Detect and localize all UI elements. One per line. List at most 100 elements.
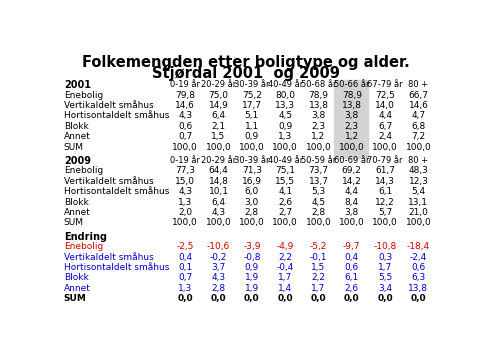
Text: 7,2: 7,2 bbox=[411, 132, 425, 141]
Text: 4,1: 4,1 bbox=[278, 187, 292, 196]
Text: Blokk: Blokk bbox=[64, 122, 89, 131]
Text: 2,7: 2,7 bbox=[278, 208, 292, 217]
Text: -3,9: -3,9 bbox=[243, 242, 261, 251]
Text: 0,7: 0,7 bbox=[178, 132, 192, 141]
Text: 0,0: 0,0 bbox=[377, 294, 393, 303]
Text: 0,6: 0,6 bbox=[178, 122, 192, 131]
Text: 4,4: 4,4 bbox=[378, 111, 392, 120]
Text: 1,3: 1,3 bbox=[178, 284, 192, 293]
Text: 3,7: 3,7 bbox=[211, 263, 226, 272]
Text: 17,7: 17,7 bbox=[242, 101, 262, 110]
Text: 50-68 år: 50-68 år bbox=[300, 80, 336, 89]
Text: 4,5: 4,5 bbox=[312, 198, 325, 207]
Text: -5,2: -5,2 bbox=[310, 242, 327, 251]
Text: 0-19 år: 0-19 år bbox=[170, 156, 200, 165]
Text: 6,1: 6,1 bbox=[378, 187, 392, 196]
Text: Blokk: Blokk bbox=[64, 198, 89, 207]
Text: 73,7: 73,7 bbox=[309, 166, 328, 175]
Text: 4,7: 4,7 bbox=[411, 111, 425, 120]
Text: -0,4: -0,4 bbox=[276, 263, 294, 272]
Text: 0,0: 0,0 bbox=[277, 294, 293, 303]
Text: 0,0: 0,0 bbox=[244, 294, 260, 303]
Text: 48,3: 48,3 bbox=[408, 166, 428, 175]
Text: 100,0: 100,0 bbox=[205, 143, 231, 152]
Text: 14,3: 14,3 bbox=[375, 177, 395, 186]
Text: 1,5: 1,5 bbox=[211, 132, 226, 141]
Text: 100,0: 100,0 bbox=[239, 219, 264, 228]
Text: 1,2: 1,2 bbox=[312, 132, 325, 141]
Text: -9,7: -9,7 bbox=[343, 242, 360, 251]
Text: -2,4: -2,4 bbox=[410, 253, 427, 262]
Text: 14,9: 14,9 bbox=[208, 101, 228, 110]
Text: 2,2: 2,2 bbox=[312, 274, 325, 283]
Text: 3,4: 3,4 bbox=[378, 284, 392, 293]
Bar bbox=[335, 80, 369, 158]
Text: 1,1: 1,1 bbox=[245, 122, 259, 131]
Text: 6,7: 6,7 bbox=[378, 122, 392, 131]
Text: 5,1: 5,1 bbox=[245, 111, 259, 120]
Text: 0-19 år: 0-19 år bbox=[170, 80, 200, 89]
Text: SUM: SUM bbox=[64, 143, 84, 152]
Text: -10,8: -10,8 bbox=[373, 242, 397, 251]
Text: 100,0: 100,0 bbox=[339, 219, 365, 228]
Text: 2,8: 2,8 bbox=[211, 284, 226, 293]
Text: 12,3: 12,3 bbox=[408, 177, 428, 186]
Text: 0,6: 0,6 bbox=[345, 263, 359, 272]
Text: 4,3: 4,3 bbox=[178, 187, 192, 196]
Text: 69,2: 69,2 bbox=[342, 166, 362, 175]
Text: 6,0: 6,0 bbox=[245, 187, 259, 196]
Text: 100,0: 100,0 bbox=[406, 143, 432, 152]
Text: 0,4: 0,4 bbox=[345, 253, 359, 262]
Text: 30-39 år: 30-39 år bbox=[234, 156, 270, 165]
Text: 2,1: 2,1 bbox=[211, 122, 226, 131]
Text: Hortisontaldelt småhus: Hortisontaldelt småhus bbox=[64, 187, 169, 196]
Text: 2,0: 2,0 bbox=[178, 208, 192, 217]
Text: 0,0: 0,0 bbox=[177, 294, 193, 303]
Text: 2,8: 2,8 bbox=[312, 208, 325, 217]
Text: 0,1: 0,1 bbox=[178, 263, 192, 272]
Text: 3,8: 3,8 bbox=[345, 208, 359, 217]
Text: 13,8: 13,8 bbox=[408, 284, 429, 293]
Text: 100,0: 100,0 bbox=[239, 143, 264, 152]
Text: 2,3: 2,3 bbox=[345, 122, 359, 131]
Text: 14,6: 14,6 bbox=[408, 101, 428, 110]
Text: 6,4: 6,4 bbox=[211, 111, 226, 120]
Text: Vertikaldelt småhus: Vertikaldelt småhus bbox=[64, 253, 154, 262]
Text: 14,8: 14,8 bbox=[208, 177, 228, 186]
Text: 80 +: 80 + bbox=[408, 80, 429, 89]
Text: 75,1: 75,1 bbox=[275, 166, 295, 175]
Text: 75,2: 75,2 bbox=[242, 91, 262, 100]
Text: 0,0: 0,0 bbox=[211, 294, 226, 303]
Text: 100,0: 100,0 bbox=[306, 219, 331, 228]
Text: SUM: SUM bbox=[64, 294, 87, 303]
Text: 40-49 år: 40-49 år bbox=[267, 156, 303, 165]
Text: 2,6: 2,6 bbox=[278, 198, 292, 207]
Text: 1,7: 1,7 bbox=[312, 284, 325, 293]
Text: 60-69 år: 60-69 år bbox=[334, 156, 370, 165]
Text: 0,3: 0,3 bbox=[378, 253, 392, 262]
Text: -0,8: -0,8 bbox=[243, 253, 261, 262]
Text: -2,5: -2,5 bbox=[177, 242, 194, 251]
Text: Folkemengden etter boligtype og alder.: Folkemengden etter boligtype og alder. bbox=[82, 55, 410, 70]
Text: 2,3: 2,3 bbox=[312, 122, 325, 131]
Text: 5,3: 5,3 bbox=[312, 187, 325, 196]
Text: 1,3: 1,3 bbox=[278, 132, 292, 141]
Text: Enebolig: Enebolig bbox=[64, 242, 103, 251]
Text: 6,8: 6,8 bbox=[411, 122, 426, 131]
Text: Enebolig: Enebolig bbox=[64, 91, 103, 100]
Text: 13,7: 13,7 bbox=[309, 177, 328, 186]
Text: 13,1: 13,1 bbox=[408, 198, 429, 207]
Text: 78,9: 78,9 bbox=[342, 91, 362, 100]
Text: Vertikaldelt småhus: Vertikaldelt småhus bbox=[64, 177, 154, 186]
Text: 75,0: 75,0 bbox=[208, 91, 228, 100]
Text: 2,8: 2,8 bbox=[245, 208, 259, 217]
Text: 64,4: 64,4 bbox=[209, 166, 228, 175]
Text: 14,6: 14,6 bbox=[175, 101, 195, 110]
Text: 2,2: 2,2 bbox=[278, 253, 292, 262]
Text: 0,6: 0,6 bbox=[411, 263, 426, 272]
Text: 10,1: 10,1 bbox=[208, 187, 228, 196]
Text: 1,4: 1,4 bbox=[278, 284, 292, 293]
Text: 100,0: 100,0 bbox=[406, 219, 432, 228]
Text: Annet: Annet bbox=[64, 208, 91, 217]
Text: 0,4: 0,4 bbox=[178, 253, 192, 262]
